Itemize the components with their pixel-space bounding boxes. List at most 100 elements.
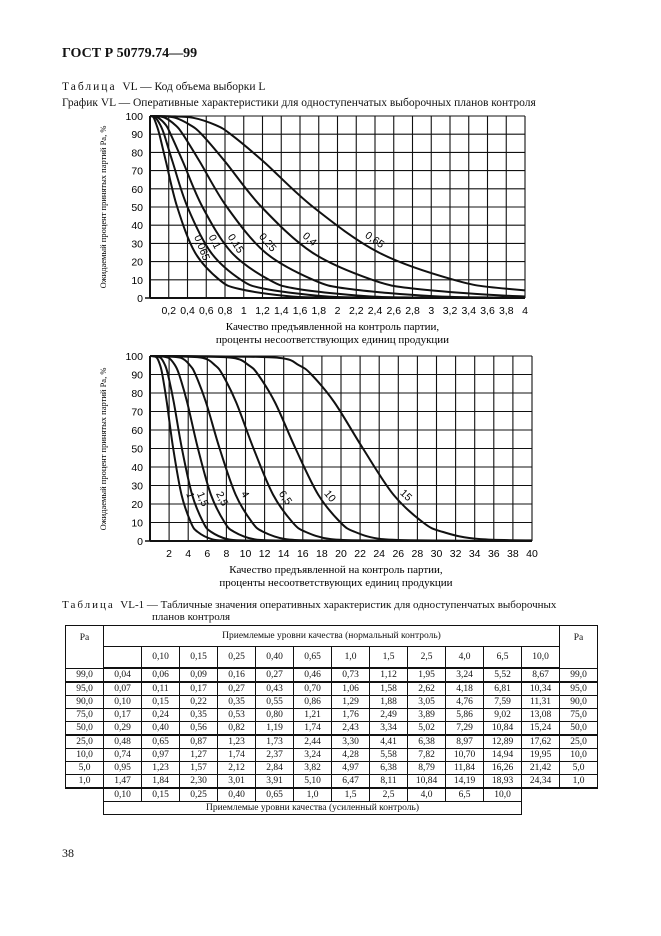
table-cell: 0,97: [141, 748, 180, 762]
table-cell: 14,19: [445, 774, 484, 789]
y-tick-label: 60: [131, 184, 143, 196]
x-tick-label: 1,4: [274, 305, 289, 317]
table-cell: [522, 788, 560, 802]
table-cell: 2,30: [179, 774, 218, 789]
table-cell: 0,35: [217, 695, 256, 709]
oc-curve: [150, 115, 525, 292]
table-cell: 3,91: [255, 774, 294, 789]
y-axis-label: Ожидаемый процент принятых партий Pa, %: [98, 126, 108, 289]
table-row: 5,0 0,95 1,23 1,57 2,12 2,84 3,82 4,97 6,38 8,79 1…: [65, 761, 598, 775]
table-cell: 0,86: [293, 695, 332, 709]
aql-normal-header: 2,5: [407, 646, 446, 669]
oc-curve: [150, 115, 525, 298]
table-cell: 0,55: [255, 695, 294, 709]
table-row: Приемлемые уровни качества (усиленный ко…: [66, 801, 598, 815]
x-tick-label: 22: [354, 548, 366, 560]
table-cell: 95,0: [559, 681, 598, 696]
table-row: Pa Приемлемые уровни качества (нормальный…: [65, 625, 598, 669]
table-cell: 0,22: [179, 695, 218, 709]
table-cell: 99,0: [65, 667, 104, 683]
table-cell: 0,04: [103, 667, 142, 683]
table-cell: 3,30: [331, 734, 370, 749]
x-axis-label: Качество предъявленной на контроль парти…: [226, 321, 440, 333]
table-title-prefix: Таблица: [62, 599, 115, 611]
y-tick-label: 40: [131, 462, 143, 474]
table-cell: 0,29: [103, 721, 142, 736]
table-cell: 0,65: [141, 734, 180, 749]
oc-curve: [150, 355, 249, 541]
x-tick-label: 0,4: [180, 305, 195, 317]
oc-curve: [150, 355, 316, 541]
table-row: 0,10 0,15 0,25 0,40 0,65 1,0 1,5 2,5 4,0 6,5 10,0: [66, 646, 598, 669]
table-cell: [66, 788, 104, 802]
table-cell: 24,34: [521, 774, 560, 789]
x-tick-label: 2,8: [405, 305, 420, 317]
x-tick-label: 3,6: [480, 305, 495, 317]
table-cell: 5,0: [65, 761, 104, 775]
y-tick-label: 50: [131, 444, 143, 456]
oc-curve: [150, 115, 371, 298]
table-cell: 2,12: [217, 761, 256, 775]
aql-normal-header: 1,5: [369, 646, 408, 669]
table-row: 95,0 0,07 0,11 0,17 0,27 0,43 0,70 1,06 1,58 2,62…: [65, 681, 598, 696]
table-cell: 75,0: [65, 708, 104, 722]
aql-tightened-header: 0,10: [103, 787, 142, 802]
x-tick-label: 26: [392, 548, 404, 560]
table-caption: Таблица VL — Код объема выборки L: [62, 81, 265, 93]
y-tick-label: 80: [131, 388, 143, 400]
table-cell: 1,47: [103, 774, 142, 789]
table-cell: 1,73: [255, 734, 294, 749]
x-tick-label: 2,2: [349, 305, 364, 317]
table-cell: 5,10: [293, 774, 332, 789]
table-cell: 0,11: [141, 681, 180, 696]
table-cell: 1,88: [369, 695, 408, 709]
table-cell: 0,82: [217, 721, 256, 736]
table-cell: 0,15: [141, 695, 180, 709]
table-cell: 1,95: [407, 667, 446, 683]
normal-inspection-header: Приемлемые уровни качества (нормальный к…: [103, 625, 560, 647]
x-axis-label: Качество предъявленной на контроль парти…: [229, 564, 443, 576]
oc-values-table: Pa Приемлемые уровни качества (нормальный…: [65, 625, 598, 815]
table-cell: [522, 802, 560, 815]
x-tick-label: 2: [166, 548, 172, 560]
x-tick-label: 1,2: [255, 305, 270, 317]
table-cell: 2,49: [369, 708, 408, 722]
aql-tightened-header: 4,0: [407, 787, 446, 802]
table-cell: 0,56: [179, 721, 218, 736]
table-cell: 1,23: [141, 761, 180, 775]
x-tick-label: 3,4: [461, 305, 476, 317]
oc-curve: [150, 115, 427, 298]
table-cell: 0,87: [179, 734, 218, 749]
table-row: 0,10 0,15 0,25 0,40 0,65 1,0 1,5 2,5 4,0 6,5 10,0: [66, 787, 598, 802]
table-cell: 10,34: [521, 681, 560, 696]
table-cell: 11,84: [445, 761, 484, 775]
table-cell: 8,67: [521, 667, 560, 683]
aql-normal-header: 0,40: [255, 646, 294, 669]
x-tick-label: 28: [412, 548, 424, 560]
y-tick-label: 20: [131, 257, 143, 269]
table-row: 50,0 0,29 0,40 0,56 0,82 1,19 1,74 2,43 3,34 5,02…: [65, 721, 598, 736]
table-cell: 21,42: [521, 761, 560, 775]
table-cell: 8,11: [369, 774, 408, 789]
table-cell: 0,46: [293, 667, 332, 683]
table-cell: 6,81: [483, 681, 522, 696]
table-cell: 0,48: [103, 734, 142, 749]
table-cell: 4,97: [331, 761, 370, 775]
table-cell: 4,41: [369, 734, 408, 749]
aql-normal-header: 1,0: [331, 646, 370, 669]
y-tick-label: 60: [131, 425, 143, 437]
table-title: Таблица VL-1 — Табличные значения операт…: [62, 599, 622, 623]
table-cell: 7,82: [407, 748, 446, 762]
aql-normal-header: 4,0: [445, 646, 484, 669]
x-tick-label: 16: [297, 548, 309, 560]
table-cell: 3,24: [293, 748, 332, 762]
y-tick-label: 30: [131, 238, 143, 250]
x-tick-label: 6: [204, 548, 210, 560]
y-tick-label: 40: [131, 220, 143, 232]
table-cell: 15,24: [521, 721, 560, 736]
table-row: 90,0 0,10 0,15 0,22 0,35 0,55 0,86 1,29 1,88 3,05…: [65, 695, 598, 709]
oc-curve: [150, 355, 522, 541]
table-cell: 0,74: [103, 748, 142, 762]
aql-tightened-header: 0,25: [179, 787, 218, 802]
tightened-inspection-header: Приемлемые уровни качества (усиленный ко…: [103, 801, 522, 815]
